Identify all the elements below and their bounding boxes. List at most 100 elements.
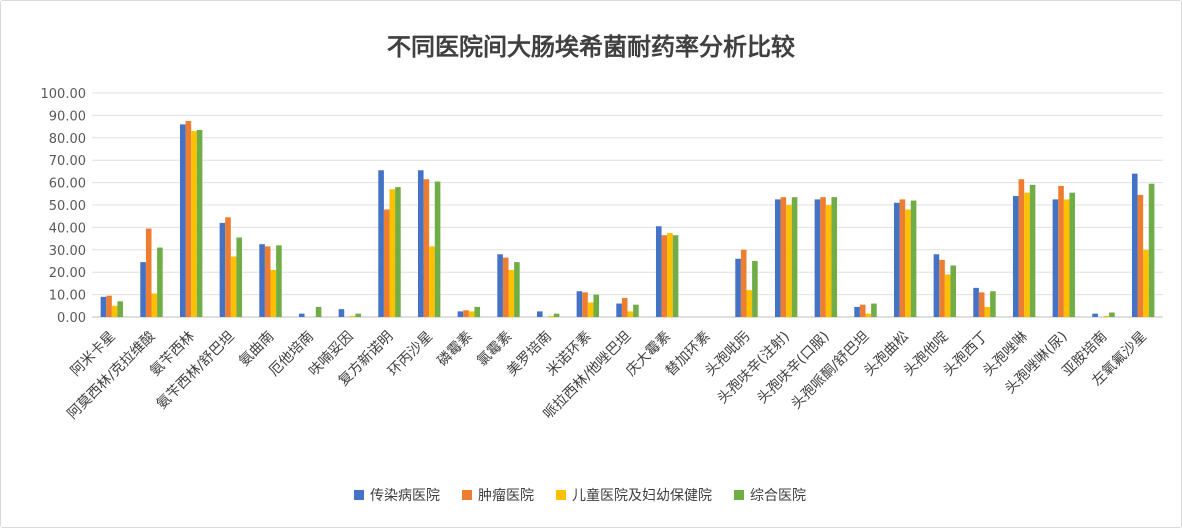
bar: [587, 302, 594, 317]
bar: [383, 209, 390, 317]
bar: [984, 306, 991, 317]
bar: [315, 306, 322, 317]
bar: [423, 179, 430, 317]
bar: [973, 287, 979, 317]
y-tick-label: 40.00: [49, 221, 86, 236]
bar: [1069, 192, 1076, 317]
bar: [236, 237, 243, 317]
bar: [140, 262, 146, 317]
bar: [434, 181, 441, 317]
x-axis-ticks: 阿米卡星阿莫西林/克拉维酸氨苄西林氨苄西林/舒巴坦氨曲南厄他培南呋喃妥因复方新诺…: [64, 328, 1150, 423]
bar: [497, 254, 503, 317]
y-tick-label: 60.00: [49, 177, 86, 192]
bar: [893, 202, 900, 317]
legend-label: 传染病医院: [370, 488, 440, 504]
y-tick-label: 90.00: [49, 109, 86, 124]
bar: [1143, 249, 1149, 317]
bar: [264, 246, 271, 317]
bar: [157, 247, 163, 317]
bar: [791, 197, 798, 317]
legend-swatch: [734, 490, 744, 500]
bar: [910, 200, 917, 317]
bar: [1137, 194, 1144, 317]
bar: [395, 187, 401, 317]
bar: [752, 261, 758, 317]
bar: [786, 205, 792, 317]
bar: [825, 205, 832, 317]
bar: [548, 315, 554, 317]
bar: [939, 259, 945, 317]
legend-swatch: [354, 490, 364, 500]
legend-label: 儿童医院及妇幼保健院: [572, 487, 712, 504]
bar: [457, 311, 464, 317]
bar: [854, 306, 860, 317]
bar: [616, 303, 622, 317]
bar: [553, 313, 560, 317]
bar: [100, 296, 107, 317]
bar: [633, 304, 639, 317]
bar: [179, 124, 186, 317]
legend-swatch: [556, 490, 566, 500]
bar: [338, 309, 345, 317]
bar: [865, 313, 872, 317]
bar: [111, 305, 118, 317]
bar: [820, 197, 826, 317]
bar: [780, 197, 787, 317]
bar: [950, 265, 957, 317]
bar: [831, 197, 838, 317]
bar: [349, 315, 356, 317]
bar: [905, 209, 911, 317]
y-tick-label: 20.00: [49, 266, 86, 281]
y-tick-label: 0.00: [57, 311, 86, 326]
bar: [463, 310, 469, 317]
y-tick-label: 70.00: [49, 154, 86, 169]
bar: [944, 274, 951, 317]
bar: [117, 301, 124, 317]
bar: [355, 313, 362, 317]
bar: [536, 311, 543, 317]
y-tick-label: 10.00: [49, 289, 86, 304]
bar: [582, 292, 588, 317]
y-tick-label: 100.00: [41, 87, 87, 102]
bar: [259, 244, 265, 317]
bar: [740, 249, 747, 317]
bar: [145, 228, 152, 317]
bar: [627, 311, 634, 317]
y-tick-label: 80.00: [49, 132, 86, 147]
bar: [1052, 199, 1059, 317]
bar: [389, 189, 396, 317]
bar: [474, 306, 481, 317]
bar: [378, 170, 384, 317]
bar: [1092, 313, 1098, 317]
bar: [871, 303, 877, 317]
bars: [100, 121, 1155, 317]
bar: [735, 258, 741, 317]
bar: [978, 292, 985, 317]
bar: [1148, 183, 1155, 317]
bar: [508, 269, 515, 317]
bar: [1103, 315, 1110, 317]
bar: [576, 291, 583, 317]
y-axis-ticks: 0.00 10.00 20.00 30.00 40.00 50.00 60.00 70.00 8…: [41, 87, 87, 326]
bar: [1131, 173, 1138, 317]
bar: [899, 199, 906, 317]
bar: [429, 246, 435, 317]
bar: [1018, 179, 1025, 317]
bar: [276, 245, 282, 317]
bar: [502, 257, 509, 317]
bar: [151, 293, 158, 317]
bar: [593, 294, 600, 317]
bar: [270, 269, 277, 317]
legend-label: 肿瘤医院: [478, 487, 534, 504]
bar: [990, 291, 996, 317]
bar: [219, 222, 226, 317]
bar: [661, 235, 668, 317]
y-tick-label: 50.00: [49, 199, 86, 214]
bar: [814, 199, 821, 317]
bar: [1024, 192, 1030, 317]
bar: [1012, 196, 1019, 317]
bar: [655, 226, 662, 317]
bar: [672, 235, 679, 317]
bar: [933, 254, 940, 317]
